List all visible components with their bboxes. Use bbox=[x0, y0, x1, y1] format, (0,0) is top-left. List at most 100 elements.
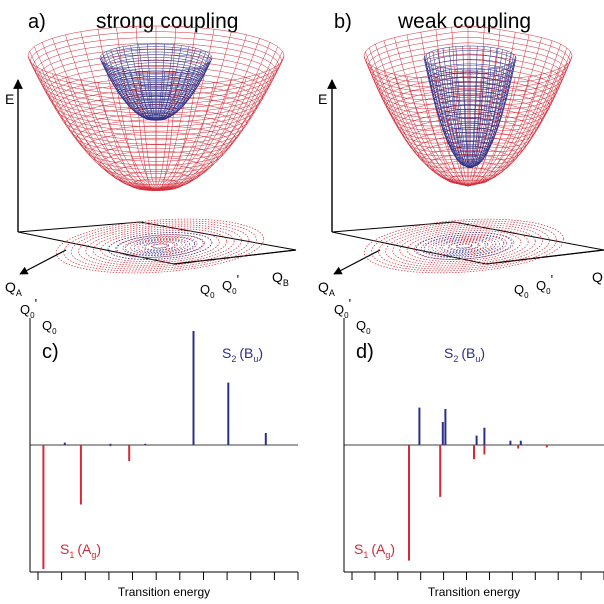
panel-d-ticks bbox=[351, 572, 604, 580]
panel-b-excited-contour bbox=[415, 232, 513, 260]
panel-a-excited-mesh-meridian bbox=[155, 44, 174, 121]
panel-b-ground-mesh-meridian bbox=[451, 73, 469, 187]
panel-a-ground-mesh-meridian bbox=[65, 34, 157, 191]
panel-b-ground-contour bbox=[435, 238, 493, 254]
panel-a-letter: a) bbox=[28, 11, 46, 33]
panel-a-q0-left: Q0 bbox=[42, 318, 57, 336]
panel-b-base-plane bbox=[331, 221, 604, 265]
panel-b-ground-mesh-meridian bbox=[394, 74, 469, 187]
panel-d-s2-label: S2 (Bu) bbox=[444, 345, 485, 364]
panel-a-ground-contour bbox=[78, 224, 242, 268]
panel-b-excited-contour bbox=[447, 241, 481, 251]
panel-a-ground-mesh-meridian bbox=[29, 60, 157, 191]
panel-b-qa-axis bbox=[333, 249, 381, 275]
panel-a-title: strong coupling bbox=[96, 10, 238, 33]
panel-b-ground-mesh-meridian bbox=[368, 63, 469, 187]
panel-a-ground-contour bbox=[63, 220, 257, 272]
panel-b-ground-mesh-meridian bbox=[467, 44, 561, 187]
panel-c-stick bbox=[264, 433, 267, 445]
panel-a-qb-label: QB bbox=[272, 269, 289, 288]
panel-a-excited-mesh-meridian bbox=[138, 71, 157, 121]
panel-a-excited-contour bbox=[133, 238, 187, 254]
panel-c-bars bbox=[42, 331, 267, 569]
panel-a-ground-mesh-meridian bbox=[155, 42, 271, 191]
panel-b-excited-mesh-meridian bbox=[469, 67, 498, 169]
panel-b-ground-mesh-meridian bbox=[365, 60, 469, 187]
panel-b-ground-contour bbox=[428, 236, 500, 256]
panel-a-excited-mesh-meridian bbox=[110, 49, 157, 121]
panel-c-s1-label: S1 (Ag) bbox=[60, 541, 101, 560]
panel-b-ground-contour bbox=[420, 234, 508, 258]
panel-b-excited-mesh-meridian bbox=[428, 52, 471, 169]
panel-b-ground-mesh-meridian bbox=[406, 76, 469, 187]
panel-a-ground-mesh-meridian bbox=[116, 84, 157, 191]
panel-a-ground-mesh-meridian bbox=[52, 38, 157, 191]
panel-b-ground-mesh-meridian bbox=[383, 40, 469, 187]
panel-b-ground-contour bbox=[406, 230, 522, 262]
panel-b-excited-mesh-meridian bbox=[455, 46, 471, 169]
panel-a-ground-mesh-meridian bbox=[80, 31, 157, 191]
panel-b-qb-axis bbox=[485, 249, 604, 265]
panel-b-excited-mesh-meridian bbox=[469, 66, 503, 169]
panel-b-ground-mesh-meridian bbox=[467, 71, 553, 187]
panel-d-bars bbox=[408, 407, 548, 561]
panel-a-ground-mesh-meridian bbox=[27, 55, 157, 191]
panel-b-excited-mesh-meridian bbox=[437, 66, 471, 169]
panel-d-stick bbox=[545, 445, 548, 448]
panel-b-excited-mesh-meridian bbox=[469, 49, 503, 169]
panel-a-excited-mesh-meridian bbox=[155, 71, 166, 121]
panel-c-xlabel: Transition energy bbox=[118, 585, 210, 599]
panel-a-qb-axis bbox=[173, 249, 297, 265]
panel-c-stick bbox=[227, 382, 230, 445]
panel-a-excited-mesh-meridian bbox=[102, 53, 157, 121]
panel-b-qa-label: QA bbox=[318, 279, 335, 298]
panel-b-excited-mesh-meridian bbox=[426, 54, 471, 169]
panel-d-stick bbox=[483, 427, 486, 445]
panel-b: b) weak coupling E QA Q0' Q0 Q0 Q0' Q bbox=[318, 10, 604, 336]
panel-b-ground-contour bbox=[392, 226, 536, 266]
panel-a-ground-mesh-meridian bbox=[41, 42, 157, 191]
panel-a-excited-mesh-meridian bbox=[155, 49, 202, 121]
panel-a-ground-contour bbox=[92, 228, 228, 264]
panel-a-ground-mesh-meridian bbox=[155, 34, 247, 191]
panel-a-ground-contour bbox=[85, 226, 235, 266]
panel-a-ground-mesh-meridian bbox=[155, 38, 260, 191]
panel-d-stick bbox=[473, 445, 475, 460]
panel-a-ground-contour bbox=[100, 230, 220, 262]
panel-a-ground-mesh-meridian bbox=[155, 77, 247, 191]
panel-d-stick bbox=[509, 440, 512, 445]
panel-a-excited-mesh-meridian bbox=[155, 69, 190, 121]
panel-b-excited-state-surface bbox=[423, 45, 517, 169]
panel-a-excited-mesh-meridian bbox=[155, 45, 182, 121]
panel-a-base-plane bbox=[17, 221, 297, 265]
panel-a-ground-contour bbox=[115, 234, 205, 258]
panel-b-ground-mesh-meridian bbox=[394, 37, 469, 187]
panel-a-ground-mesh-meridian bbox=[155, 46, 278, 191]
panel-a-excited-mesh-meridian bbox=[155, 62, 210, 121]
panel-b-ground-contour bbox=[385, 224, 543, 268]
panel-b-excited-mesh-meridian bbox=[469, 50, 508, 169]
panel-b-energy-label: E bbox=[318, 91, 327, 107]
panel-b-excited-mesh-meridian bbox=[469, 65, 508, 169]
panel-d-letter: d) bbox=[356, 341, 374, 363]
panel-a-excited-mesh-meridian bbox=[155, 48, 196, 121]
panel-c-stick bbox=[128, 445, 131, 462]
panel-b-excited-mesh-meridian bbox=[469, 56, 516, 169]
panel-b-excited-mesh-meridian bbox=[423, 57, 471, 169]
panel-a-q0prime-left: Q0' bbox=[20, 296, 37, 320]
panel-c-stick bbox=[109, 445, 112, 447]
panel-a-ground-mesh-meridian bbox=[29, 51, 157, 191]
panel-a-excited-contour bbox=[142, 241, 178, 251]
panel-b-excited-mesh-meridian bbox=[432, 65, 471, 169]
panel-b-excited-mesh-meridian bbox=[442, 48, 471, 169]
panel-d-stick bbox=[475, 435, 478, 445]
panel-a-ground-mesh-meridian bbox=[80, 80, 157, 191]
panel-b-ground-mesh-meridian bbox=[467, 67, 561, 187]
panel-b-excited-mesh-meridian bbox=[469, 46, 478, 169]
panel-b-ground-mesh-meridian bbox=[467, 76, 501, 187]
panel-a-qa-axis bbox=[19, 249, 67, 275]
panel-c-stick bbox=[192, 331, 195, 445]
panel-a-excited-mesh-meridian bbox=[146, 71, 157, 121]
panel-b-ground-mesh-meridian bbox=[363, 55, 469, 187]
